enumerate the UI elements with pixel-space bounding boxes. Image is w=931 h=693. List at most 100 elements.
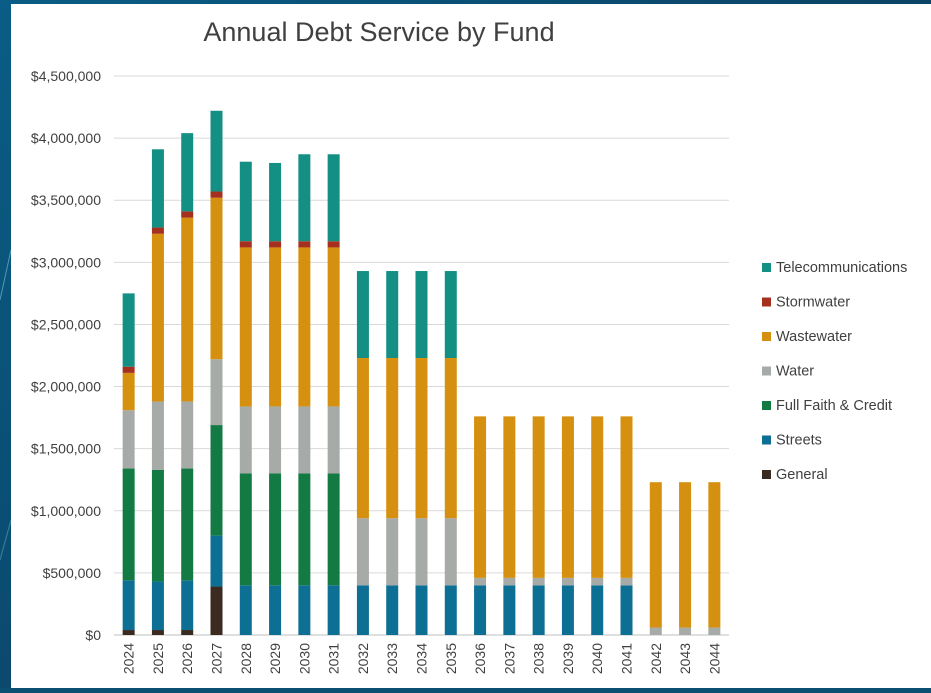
- bar-stack-2038: [532, 416, 545, 635]
- bar-stack-2028: [239, 161, 252, 635]
- y-tick-label: $3,000,000: [31, 254, 101, 270]
- legend-label: Full Faith & Credit: [776, 398, 892, 414]
- bar-segment: [269, 473, 282, 586]
- legend-swatch: [762, 366, 771, 376]
- bar-segment: [122, 410, 135, 469]
- bar-segment: [561, 585, 574, 635]
- bar-segment: [620, 577, 633, 586]
- legend-label: Telecommunications: [776, 260, 907, 276]
- bar-segment: [181, 211, 194, 218]
- bar-segment: [239, 241, 252, 248]
- bar-segment: [356, 271, 369, 358]
- bar-segment: [474, 416, 487, 578]
- x-tick-label: 2040: [589, 643, 605, 674]
- bar-segment: [356, 357, 369, 519]
- bar-segment: [151, 227, 164, 234]
- bar-segment: [620, 585, 633, 635]
- bar-segment: [298, 247, 311, 407]
- bar-segment: [181, 468, 194, 581]
- bar-stack-2032: [356, 271, 369, 635]
- bar-segment: [503, 585, 516, 635]
- legend-swatch: [762, 332, 771, 341]
- bar-segment: [649, 482, 662, 628]
- x-tick-label: 2025: [150, 643, 166, 674]
- chart-title: Annual Debt Service by Fund: [203, 17, 554, 47]
- bar-segment: [210, 586, 223, 635]
- bar-segment: [708, 627, 721, 635]
- x-tick-label: 2030: [296, 643, 312, 674]
- x-tick-label: 2037: [501, 643, 517, 674]
- legend-label: Water: [776, 364, 814, 380]
- x-tick-label: 2026: [179, 643, 195, 674]
- bar-segment: [532, 416, 545, 578]
- x-tick-label: 2042: [648, 643, 664, 674]
- bar-segment: [591, 416, 604, 578]
- bar-segment: [327, 406, 340, 474]
- bar-stack-2041: [620, 416, 633, 635]
- legend-swatch: [762, 401, 771, 410]
- legend-item: Wastewater: [762, 329, 852, 345]
- bar-segment: [151, 469, 164, 582]
- bar-stack-2026: [181, 133, 194, 635]
- bar-segment: [415, 271, 428, 358]
- bar-segment: [327, 154, 340, 242]
- bar-segment: [532, 577, 545, 586]
- bar-segment: [679, 627, 692, 635]
- bar-segment: [444, 518, 457, 586]
- bar-segment: [415, 357, 428, 519]
- bar-stack-2029: [269, 162, 282, 635]
- bar-stack-2030: [298, 154, 311, 635]
- bar-segment: [708, 482, 721, 628]
- legend-label: General: [776, 467, 828, 483]
- bar-stack-2037: [503, 416, 516, 635]
- bar-segment: [386, 357, 399, 519]
- x-tick-label: 2044: [706, 643, 722, 674]
- bar-stack-2039: [561, 416, 574, 635]
- bar-segment: [181, 133, 194, 212]
- bar-segment: [327, 473, 340, 586]
- bar-segment: [298, 241, 311, 248]
- bar-segment: [386, 518, 399, 586]
- bar-segment: [298, 154, 311, 242]
- bar-segment: [210, 425, 223, 536]
- y-tick-label: $2,500,000: [31, 316, 101, 332]
- bar-segment: [591, 585, 604, 635]
- y-axis-ticks: $0 $500,000 $1,000,000 $1,500,000 $2,000,000…: [31, 68, 101, 643]
- x-axis-ticks: 2024 2025 2026 2027 2028 2029 2030 2031 2032 2033…: [121, 643, 723, 674]
- legend-item: General: [762, 467, 828, 483]
- bar-stack-2025: [151, 149, 164, 635]
- bar-segment: [415, 518, 428, 586]
- bar-segment: [269, 247, 282, 407]
- x-tick-label: 2028: [238, 643, 254, 674]
- bar-segment: [239, 247, 252, 407]
- bar-segment: [327, 241, 340, 248]
- bar-segment: [620, 416, 633, 578]
- y-tick-label: $500,000: [43, 565, 102, 581]
- legend-item: Water: [762, 364, 814, 380]
- x-tick-label: 2038: [531, 643, 547, 674]
- bar-segment: [269, 585, 282, 635]
- bar-segment: [561, 416, 574, 578]
- bar-stack-2042: [649, 482, 662, 635]
- bar-segment: [679, 482, 692, 628]
- bar-segment: [239, 473, 252, 586]
- x-tick-label: 2033: [384, 643, 400, 674]
- bar-segment: [415, 585, 428, 635]
- y-tick-label: $2,000,000: [31, 379, 101, 395]
- bar-segment: [269, 241, 282, 248]
- legend-label: Streets: [776, 433, 822, 449]
- bar-segment: [327, 585, 340, 635]
- bar-segment: [122, 372, 135, 411]
- legend: Telecommunications Stormwater Wastewater Wa…: [762, 260, 907, 483]
- bar-segment: [444, 357, 457, 519]
- bar-segment: [151, 233, 164, 402]
- bar-segment: [503, 416, 516, 578]
- bar-stack-2043: [679, 482, 692, 635]
- x-tick-label: 2032: [355, 643, 371, 674]
- x-tick-label: 2024: [121, 643, 137, 674]
- bar-segment: [649, 627, 662, 635]
- legend-label: Wastewater: [776, 329, 852, 345]
- bar-segment: [444, 585, 457, 635]
- bar-stack-2027: [210, 110, 223, 635]
